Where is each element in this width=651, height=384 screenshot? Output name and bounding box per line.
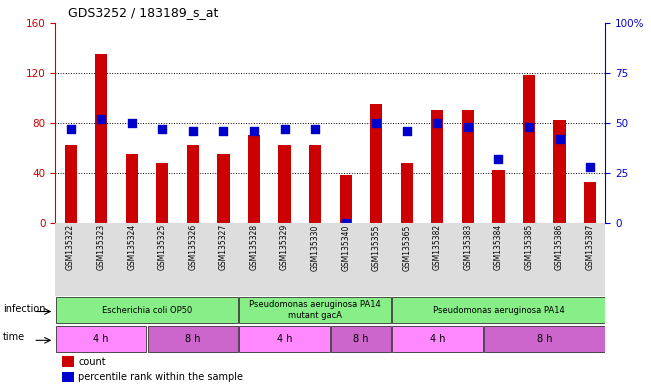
Point xyxy=(340,220,351,226)
Text: Escherichia coli OP50: Escherichia coli OP50 xyxy=(102,306,192,314)
Text: GSM135340: GSM135340 xyxy=(341,224,350,271)
Text: GSM135327: GSM135327 xyxy=(219,224,228,270)
Text: GSM135386: GSM135386 xyxy=(555,224,564,270)
Bar xyxy=(553,121,566,223)
Bar xyxy=(462,111,474,223)
Point xyxy=(463,124,473,130)
Text: GSM135384: GSM135384 xyxy=(494,224,503,270)
Text: GSM135382: GSM135382 xyxy=(433,224,442,270)
Bar xyxy=(62,356,74,367)
Text: GSM135325: GSM135325 xyxy=(158,224,167,270)
Text: GDS3252 / 183189_s_at: GDS3252 / 183189_s_at xyxy=(68,6,219,19)
Point xyxy=(585,164,596,170)
Text: 8 h: 8 h xyxy=(185,334,201,344)
Bar xyxy=(370,104,382,223)
Point xyxy=(371,120,381,126)
Text: GSM135324: GSM135324 xyxy=(127,224,136,270)
FancyBboxPatch shape xyxy=(240,326,330,352)
Point xyxy=(310,126,320,132)
Text: GSM135365: GSM135365 xyxy=(402,224,411,271)
Text: GSM135387: GSM135387 xyxy=(586,224,594,270)
Bar xyxy=(584,182,596,223)
Text: Pseudomonas aeruginosa PA14
mutant gacA: Pseudomonas aeruginosa PA14 mutant gacA xyxy=(249,300,381,320)
Text: GSM135328: GSM135328 xyxy=(249,224,258,270)
Point xyxy=(524,124,534,130)
Text: percentile rank within the sample: percentile rank within the sample xyxy=(78,372,243,382)
FancyBboxPatch shape xyxy=(392,326,482,352)
FancyBboxPatch shape xyxy=(56,326,146,352)
Point xyxy=(432,120,443,126)
Bar xyxy=(187,146,199,223)
Text: count: count xyxy=(78,357,105,367)
Bar xyxy=(248,136,260,223)
Text: GSM135330: GSM135330 xyxy=(311,224,320,271)
Point xyxy=(96,116,106,122)
Point xyxy=(555,136,565,142)
Bar xyxy=(492,170,505,223)
Text: 8 h: 8 h xyxy=(536,334,552,344)
Text: GSM135383: GSM135383 xyxy=(464,224,473,270)
Bar xyxy=(126,154,138,223)
Point xyxy=(157,126,167,132)
FancyBboxPatch shape xyxy=(148,326,238,352)
FancyBboxPatch shape xyxy=(240,297,391,323)
Point xyxy=(65,126,76,132)
Text: GSM135355: GSM135355 xyxy=(372,224,381,271)
Bar xyxy=(62,372,74,382)
Text: GSM135322: GSM135322 xyxy=(66,224,75,270)
FancyBboxPatch shape xyxy=(56,297,238,323)
Bar xyxy=(64,146,77,223)
Point xyxy=(493,156,504,162)
Bar xyxy=(431,111,443,223)
Point xyxy=(218,128,229,134)
Text: 4 h: 4 h xyxy=(277,334,292,344)
FancyBboxPatch shape xyxy=(484,326,605,352)
FancyBboxPatch shape xyxy=(392,297,605,323)
Text: 4 h: 4 h xyxy=(430,334,445,344)
Text: GSM135326: GSM135326 xyxy=(188,224,197,270)
Point xyxy=(249,128,259,134)
Bar xyxy=(156,163,169,223)
Bar xyxy=(95,54,107,223)
Text: infection: infection xyxy=(3,304,46,314)
Text: 4 h: 4 h xyxy=(94,334,109,344)
Text: GSM135323: GSM135323 xyxy=(97,224,105,270)
Bar xyxy=(309,146,321,223)
Bar xyxy=(340,175,352,223)
Bar xyxy=(279,146,290,223)
Text: 8 h: 8 h xyxy=(353,334,368,344)
FancyBboxPatch shape xyxy=(331,326,391,352)
Point xyxy=(279,126,290,132)
Text: time: time xyxy=(3,333,25,343)
Bar xyxy=(217,154,230,223)
Point xyxy=(126,120,137,126)
Text: Pseudomonas aeruginosa PA14: Pseudomonas aeruginosa PA14 xyxy=(433,306,564,314)
Text: GSM135385: GSM135385 xyxy=(525,224,534,270)
Bar xyxy=(523,76,535,223)
Bar xyxy=(400,163,413,223)
Text: GSM135329: GSM135329 xyxy=(280,224,289,270)
Point xyxy=(187,128,198,134)
Point xyxy=(402,128,412,134)
